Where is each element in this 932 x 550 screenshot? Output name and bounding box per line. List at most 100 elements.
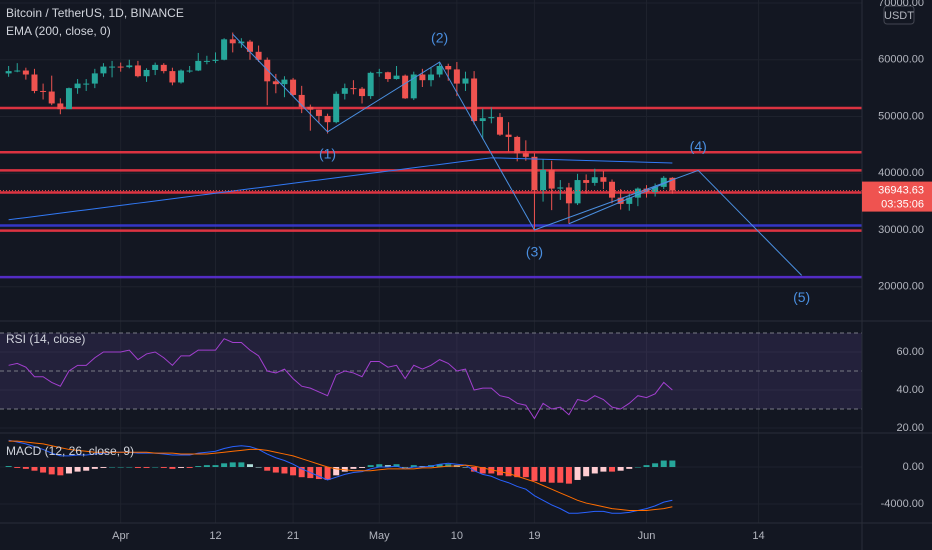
histogram-bar xyxy=(100,467,107,468)
candle-body xyxy=(178,70,185,83)
histogram-bar xyxy=(574,467,581,480)
histogram-bar xyxy=(617,467,624,471)
y-tick-label: 40.00 xyxy=(896,384,924,396)
histogram-bar xyxy=(126,467,133,468)
candle-body xyxy=(419,74,426,81)
candle-body xyxy=(574,180,581,204)
wave-label: (2) xyxy=(431,30,448,46)
histogram-bar xyxy=(186,467,193,468)
countdown: 03:35:06 xyxy=(881,199,924,211)
candle-body xyxy=(557,187,564,189)
histogram-bar xyxy=(660,460,667,468)
candle-body xyxy=(143,69,150,77)
histogram-bar xyxy=(14,467,21,468)
y-tick-label: 40000.00 xyxy=(878,167,924,179)
x-tick-label: May xyxy=(369,530,390,542)
y-tick-label: 50000.00 xyxy=(878,110,924,122)
candle-body xyxy=(531,156,538,191)
histogram-bar xyxy=(609,467,616,472)
x-tick-label: Jun xyxy=(638,530,656,542)
histogram-bar xyxy=(565,467,572,484)
candle-body xyxy=(488,117,495,119)
wave-label: (1) xyxy=(319,146,336,162)
histogram-bar xyxy=(634,467,641,468)
y-tick-label: 0.00 xyxy=(903,461,924,473)
histogram-bar xyxy=(143,467,150,468)
histogram-bar xyxy=(376,464,383,468)
rsi-line xyxy=(8,338,673,420)
histogram-bar xyxy=(669,460,676,468)
macd-line xyxy=(8,440,673,511)
candle-body xyxy=(152,64,159,70)
histogram-bar xyxy=(548,467,555,483)
histogram-bar xyxy=(91,467,98,469)
candle-body xyxy=(384,72,391,80)
candle-body xyxy=(393,75,400,80)
candle-body xyxy=(376,72,383,74)
histogram-bar xyxy=(238,462,245,468)
candle-body xyxy=(83,83,90,85)
rsi-title: RSI (14, close) xyxy=(6,332,85,346)
candle-body xyxy=(496,117,503,135)
y-tick-label: 60.00 xyxy=(896,346,924,358)
histogram-bar xyxy=(40,467,47,473)
y-tick-label: -4000.00 xyxy=(881,498,924,510)
candle-body xyxy=(324,115,331,123)
histogram-bar xyxy=(367,465,374,468)
candle-body xyxy=(350,88,357,90)
histogram-bar xyxy=(281,467,288,474)
candle-body xyxy=(169,71,176,83)
chart-title: Bitcoin / TetherUS, 1D, BINANCE xyxy=(6,6,184,20)
candle-body xyxy=(333,93,340,123)
candle-body xyxy=(471,78,478,122)
histogram-bar xyxy=(402,467,409,468)
candle-body xyxy=(298,94,305,107)
candle-body xyxy=(591,177,598,183)
candle-body xyxy=(565,187,572,204)
histogram-bar xyxy=(229,462,236,468)
currency-box[interactable] xyxy=(883,5,915,25)
histogram-bar xyxy=(83,467,90,471)
histogram-bar xyxy=(505,467,512,477)
currency[interactable]: USDT xyxy=(884,10,914,22)
x-tick-label: 19 xyxy=(528,530,540,542)
candle-body xyxy=(609,181,616,198)
candle-body xyxy=(100,66,107,74)
histogram-bar xyxy=(5,466,12,468)
x-tick-label: 14 xyxy=(752,530,764,542)
last-price-label: 36943.63 xyxy=(878,185,924,197)
candle-body xyxy=(14,70,21,72)
candle-body xyxy=(626,197,633,204)
x-tick-label: 21 xyxy=(287,530,299,542)
candle-body xyxy=(479,118,486,122)
candle-body xyxy=(660,177,667,187)
candle-body xyxy=(359,88,366,97)
candle-body xyxy=(109,66,116,68)
candle-body xyxy=(583,180,590,183)
candle-body xyxy=(445,65,452,70)
candle-body xyxy=(315,109,322,116)
candle-body xyxy=(91,73,98,84)
histogram-bar xyxy=(195,466,202,468)
histogram-bar xyxy=(540,467,547,482)
candle-body xyxy=(31,74,38,91)
wave-label: (5) xyxy=(793,289,810,305)
candle-body xyxy=(428,74,434,81)
histogram-bar xyxy=(31,467,38,471)
y-tick-label: 70000.00 xyxy=(878,0,924,9)
trend-line xyxy=(568,179,673,225)
histogram-bar xyxy=(264,467,271,471)
candle-body xyxy=(453,69,460,84)
candle-body xyxy=(281,79,288,85)
histogram-bar xyxy=(178,467,185,468)
y-tick-label: 60000.00 xyxy=(878,54,924,66)
wave-line xyxy=(232,33,803,276)
candle-body xyxy=(307,106,314,110)
candle-body xyxy=(117,66,124,68)
candle-body xyxy=(160,64,167,72)
histogram-bar xyxy=(600,467,607,472)
histogram-bar xyxy=(221,463,228,468)
histogram-bar xyxy=(134,467,141,468)
